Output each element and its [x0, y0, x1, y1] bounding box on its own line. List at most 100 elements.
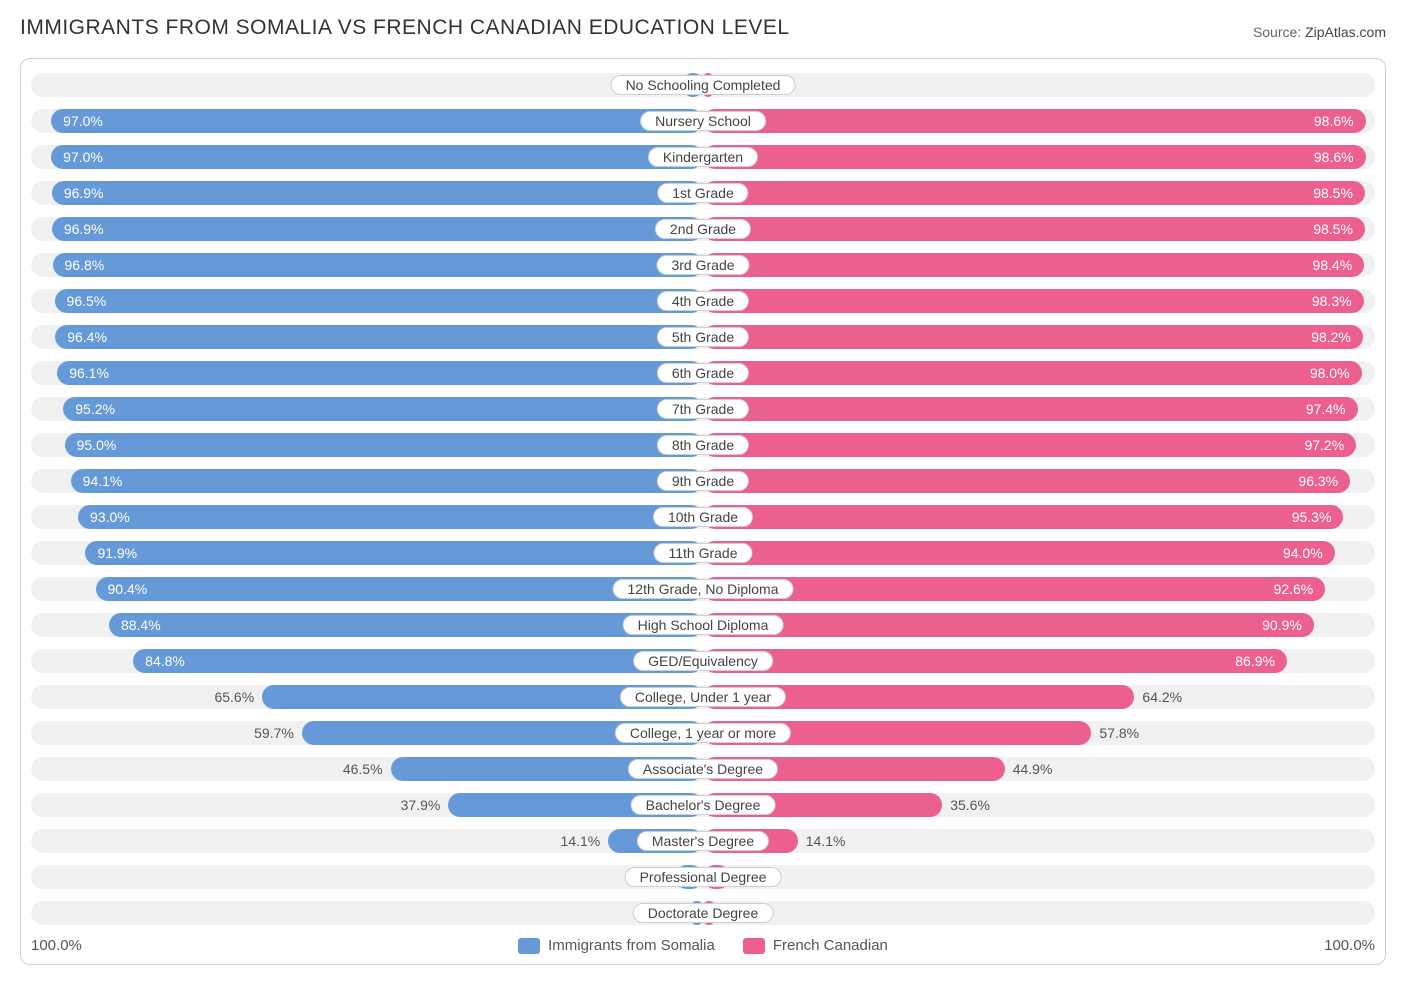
category-label: Bachelor's Degree	[631, 795, 776, 815]
chart-row: 65.6%64.2%College, Under 1 year	[31, 685, 1375, 709]
row-right-half: 4.0%	[703, 865, 1375, 889]
value-label-left: 37.9%	[401, 793, 441, 817]
source-value: ZipAtlas.com	[1305, 24, 1386, 40]
value-label-left: 59.7%	[254, 721, 294, 745]
value-label-right: 14.1%	[806, 829, 846, 853]
chart-row: 94.1%96.3%9th Grade	[31, 469, 1375, 493]
category-label: 1st Grade	[657, 183, 748, 203]
category-label: 2nd Grade	[655, 219, 751, 239]
chart-row: 3.0%1.5%No Schooling Completed	[31, 73, 1375, 97]
legend-swatch-right	[743, 938, 765, 954]
value-label-left: 96.9%	[64, 181, 104, 205]
chart-row: 96.9% 98.5%2nd Grade	[31, 217, 1375, 241]
legend-item-left: Immigrants from Somalia	[518, 937, 715, 954]
bar-left: 84.8%	[133, 649, 703, 673]
category-label: No Schooling Completed	[611, 75, 796, 95]
chart-row: 88.4%90.9%High School Diploma	[31, 613, 1375, 637]
bar-right: 90.9%	[703, 613, 1314, 637]
row-right-half: 96.3%	[703, 469, 1375, 493]
chart-row: 95.0% 97.2% 8th Grade	[31, 433, 1375, 457]
value-label-left: 96.1%	[69, 361, 109, 385]
row-right-half: 98.5%	[703, 217, 1375, 241]
value-label-right: 97.4%	[1306, 397, 1346, 421]
value-label-left: 96.9%	[64, 217, 104, 241]
value-label-right: 57.8%	[1099, 721, 1139, 745]
row-right-half: 94.0%	[703, 541, 1375, 565]
bar-left: 96.5%	[55, 289, 703, 313]
row-right-half: 86.9%	[703, 649, 1375, 673]
value-label-right: 98.0%	[1310, 361, 1350, 385]
value-label-left: 84.8%	[145, 649, 185, 673]
value-label-right: 97.2%	[1304, 433, 1344, 457]
chart-row: 1.8%1.8%Doctorate Degree	[31, 901, 1375, 925]
category-label: Associate's Degree	[628, 759, 778, 779]
bar-left: 95.0%	[65, 433, 703, 457]
bar-right: 98.6%	[703, 109, 1366, 133]
row-right-half: 98.6%	[703, 109, 1375, 133]
row-right-half: 98.3%	[703, 289, 1375, 313]
row-left-half: 96.1%	[31, 361, 703, 385]
chart-row: 96.4%98.2%5th Grade	[31, 325, 1375, 349]
value-label-right: 64.2%	[1142, 685, 1182, 709]
value-label-left: 65.6%	[214, 685, 254, 709]
bar-left: 94.1%	[71, 469, 703, 493]
chart-row: 96.5%98.3%4th Grade	[31, 289, 1375, 313]
value-label-right: 98.6%	[1314, 145, 1354, 169]
value-label-left: 14.1%	[561, 829, 601, 853]
bar-left: 91.9%	[85, 541, 703, 565]
row-left-half: 96.4%	[31, 325, 703, 349]
bar-right: 96.3%	[703, 469, 1350, 493]
chart-row: 91.9%94.0%11th Grade	[31, 541, 1375, 565]
row-left-half: 95.0%	[31, 433, 703, 457]
bar-left: 96.9%	[52, 181, 703, 205]
chart-footer: 100.0% Immigrants from Somalia French Ca…	[31, 937, 1375, 954]
bar-right: 92.6%	[703, 577, 1325, 601]
row-left-half: 97.0%	[31, 109, 703, 133]
bar-left: 96.4%	[55, 325, 703, 349]
bar-left: 97.0%	[51, 145, 703, 169]
row-left-half: 46.5%	[31, 757, 703, 781]
bar-left: 88.4%	[109, 613, 703, 637]
value-label-right: 95.3%	[1292, 505, 1332, 529]
value-label-right: 44.9%	[1013, 757, 1053, 781]
row-left-half: 65.6%	[31, 685, 703, 709]
row-right-half: 98.0%	[703, 361, 1375, 385]
category-label: Nursery School	[640, 111, 766, 131]
row-right-half: 97.2%	[703, 433, 1375, 457]
legend-label-right: French Canadian	[773, 937, 888, 954]
chart-row: 97.0%98.6%Kindergarten	[31, 145, 1375, 169]
bar-right: 97.4%	[703, 397, 1358, 421]
bar-right: 98.4%	[703, 253, 1364, 277]
value-label-right: 98.4%	[1313, 253, 1353, 277]
row-left-half: 1.8%	[31, 901, 703, 925]
row-left-half: 91.9%	[31, 541, 703, 565]
bar-left: 95.2%	[63, 397, 703, 421]
category-label: 4th Grade	[657, 291, 749, 311]
row-left-half: 96.9%	[31, 181, 703, 205]
bar-left: 96.1%	[57, 361, 703, 385]
chart-title: IMMIGRANTS FROM SOMALIA VS FRENCH CANADI…	[20, 16, 790, 40]
value-label-right: 90.9%	[1262, 613, 1302, 637]
row-right-half: 1.5%	[703, 73, 1375, 97]
axis-max-left: 100.0%	[31, 937, 82, 954]
chart-row: 59.7% 57.8% College, 1 year or more	[31, 721, 1375, 745]
row-right-half: 98.2%	[703, 325, 1375, 349]
value-label-left: 97.0%	[63, 109, 103, 133]
value-label-left: 96.4%	[67, 325, 107, 349]
category-label: 8th Grade	[657, 435, 749, 455]
bar-right: 95.3%	[703, 505, 1343, 529]
category-label: College, 1 year or more	[615, 723, 791, 743]
bar-right: 98.5%	[703, 217, 1365, 241]
bar-right: 98.3%	[703, 289, 1364, 313]
chart-header: IMMIGRANTS FROM SOMALIA VS FRENCH CANADI…	[20, 16, 1386, 40]
row-left-half: 97.0%	[31, 145, 703, 169]
legend-item-right: French Canadian	[743, 937, 888, 954]
row-right-half: 92.6%	[703, 577, 1375, 601]
value-label-right: 98.5%	[1313, 181, 1353, 205]
chart-row: 96.9% 98.5% 1st Grade	[31, 181, 1375, 205]
row-left-half: 59.7%	[31, 721, 703, 745]
value-label-left: 88.4%	[121, 613, 161, 637]
legend-label-left: Immigrants from Somalia	[548, 937, 715, 954]
row-right-half: 90.9%	[703, 613, 1375, 637]
row-left-half: 4.1%	[31, 865, 703, 889]
